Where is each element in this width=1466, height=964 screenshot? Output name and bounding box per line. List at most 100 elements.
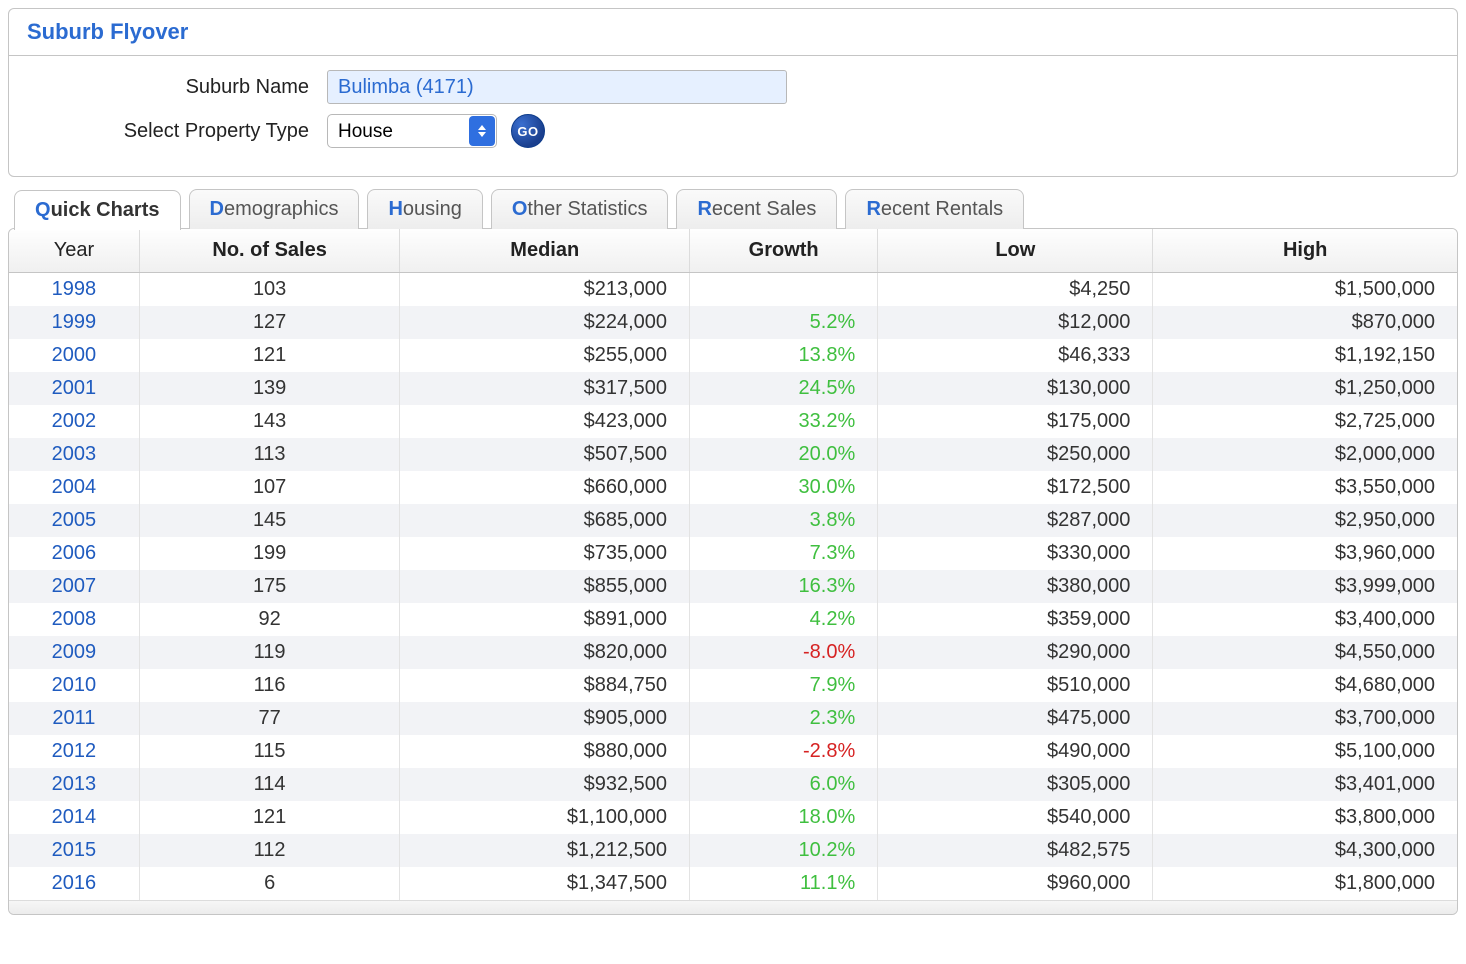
cell-high: $1,192,150 [1153, 339, 1457, 372]
cell-low: $490,000 [878, 735, 1153, 768]
cell-low: $540,000 [878, 801, 1153, 834]
cell-sales: 127 [139, 306, 400, 339]
cell-growth [690, 273, 878, 307]
column-header-no-of-sales[interactable]: No. of Sales [139, 229, 400, 273]
suburb-name-label: Suburb Name [27, 76, 327, 99]
tab-label-rest: ecent Sales [712, 198, 817, 220]
table-row: 20166$1,347,50011.1%$960,000$1,800,000 [9, 867, 1457, 900]
table-row: 2014121$1,100,00018.0%$540,000$3,800,000 [9, 801, 1457, 834]
cell-high: $4,300,000 [1153, 834, 1457, 867]
cell-sales: 77 [139, 702, 400, 735]
cell-year[interactable]: 2008 [9, 603, 139, 636]
cell-year[interactable]: 2009 [9, 636, 139, 669]
cell-year[interactable]: 2000 [9, 339, 139, 372]
cell-year[interactable]: 2006 [9, 537, 139, 570]
suburb-row: Suburb Name [27, 70, 1439, 104]
cell-year[interactable]: 2010 [9, 669, 139, 702]
cell-year[interactable]: 2015 [9, 834, 139, 867]
table-header-row: YearNo. of SalesMedianGrowthLowHigh [9, 229, 1457, 273]
tab-demographics[interactable]: Demographics [189, 189, 360, 229]
cell-median: $317,500 [400, 372, 690, 405]
cell-year[interactable]: 2012 [9, 735, 139, 768]
cell-sales: 199 [139, 537, 400, 570]
tab-first-letter: H [388, 198, 402, 220]
cell-low: $290,000 [878, 636, 1153, 669]
panel-title: Suburb Flyover [9, 9, 1457, 56]
cell-high: $870,000 [1153, 306, 1457, 339]
cell-year[interactable]: 2004 [9, 471, 139, 504]
table-row: 2010116$884,7507.9%$510,000$4,680,000 [9, 669, 1457, 702]
tab-label-rest: emographics [224, 198, 339, 220]
cell-sales: 6 [139, 867, 400, 900]
cell-year[interactable]: 2014 [9, 801, 139, 834]
column-header-high[interactable]: High [1153, 229, 1457, 273]
table-row: 2015112$1,212,50010.2%$482,575$4,300,000 [9, 834, 1457, 867]
property-type-label: Select Property Type [27, 120, 327, 143]
table-row: 2002143$423,00033.2%$175,000$2,725,000 [9, 405, 1457, 438]
cell-low: $4,250 [878, 273, 1153, 307]
cell-sales: 175 [139, 570, 400, 603]
table-row: 2007175$855,00016.3%$380,000$3,999,000 [9, 570, 1457, 603]
cell-year[interactable]: 2016 [9, 867, 139, 900]
cell-median: $224,000 [400, 306, 690, 339]
table-row: 201177$905,0002.3%$475,000$3,700,000 [9, 702, 1457, 735]
cell-year[interactable]: 1999 [9, 306, 139, 339]
tab-bar: Quick ChartsDemographicsHousingOther Sta… [8, 189, 1458, 229]
column-header-median[interactable]: Median [400, 229, 690, 273]
panel-body: Suburb Name Select Property Type House G… [9, 56, 1457, 176]
cell-year[interactable]: 2007 [9, 570, 139, 603]
cell-low: $46,333 [878, 339, 1153, 372]
cell-low: $359,000 [878, 603, 1153, 636]
table-row: 2012115$880,000-2.8%$490,000$5,100,000 [9, 735, 1457, 768]
column-header-year[interactable]: Year [9, 229, 139, 273]
cell-high: $4,680,000 [1153, 669, 1457, 702]
column-header-low[interactable]: Low [878, 229, 1153, 273]
tab-other-statistics[interactable]: Other Statistics [491, 189, 669, 229]
cell-high: $2,725,000 [1153, 405, 1457, 438]
cell-year[interactable]: 2001 [9, 372, 139, 405]
cell-sales: 116 [139, 669, 400, 702]
column-header-growth[interactable]: Growth [690, 229, 878, 273]
cell-median: $1,100,000 [400, 801, 690, 834]
cell-high: $3,400,000 [1153, 603, 1457, 636]
cell-growth: 33.2% [690, 405, 878, 438]
cell-growth: 30.0% [690, 471, 878, 504]
suburb-name-input[interactable] [327, 70, 787, 104]
cell-year[interactable]: 2005 [9, 504, 139, 537]
cell-sales: 115 [139, 735, 400, 768]
tab-label-rest: ousing [403, 198, 462, 220]
cell-median: $880,000 [400, 735, 690, 768]
cell-high: $3,800,000 [1153, 801, 1457, 834]
cell-growth: 24.5% [690, 372, 878, 405]
cell-median: $891,000 [400, 603, 690, 636]
sales-table-body: 1998103$213,000$4,250$1,500,0001999127$2… [9, 273, 1457, 901]
table-row: 1998103$213,000$4,250$1,500,000 [9, 273, 1457, 307]
cell-median: $855,000 [400, 570, 690, 603]
cell-median: $1,347,500 [400, 867, 690, 900]
cell-year[interactable]: 2013 [9, 768, 139, 801]
cell-median: $884,750 [400, 669, 690, 702]
cell-median: $932,500 [400, 768, 690, 801]
cell-year[interactable]: 1998 [9, 273, 139, 307]
cell-high: $3,960,000 [1153, 537, 1457, 570]
tab-housing[interactable]: Housing [367, 189, 482, 229]
tab-quick-charts[interactable]: Quick Charts [14, 190, 181, 230]
go-button[interactable]: GO [511, 114, 545, 148]
cell-growth: 16.3% [690, 570, 878, 603]
cell-high: $2,000,000 [1153, 438, 1457, 471]
cell-high: $3,999,000 [1153, 570, 1457, 603]
cell-sales: 113 [139, 438, 400, 471]
cell-median: $507,500 [400, 438, 690, 471]
cell-high: $1,500,000 [1153, 273, 1457, 307]
cell-year[interactable]: 2003 [9, 438, 139, 471]
cell-year[interactable]: 2002 [9, 405, 139, 438]
sales-table-wrap: YearNo. of SalesMedianGrowthLowHigh 1998… [8, 228, 1458, 915]
tab-recent-rentals[interactable]: Recent Rentals [845, 189, 1024, 229]
property-type-select[interactable]: House [327, 114, 497, 148]
cell-low: $380,000 [878, 570, 1153, 603]
tab-recent-sales[interactable]: Recent Sales [676, 189, 837, 229]
table-row: 2013114$932,5006.0%$305,000$3,401,000 [9, 768, 1457, 801]
tab-first-letter: R [697, 198, 711, 220]
cell-year[interactable]: 2011 [9, 702, 139, 735]
cell-high: $5,100,000 [1153, 735, 1457, 768]
